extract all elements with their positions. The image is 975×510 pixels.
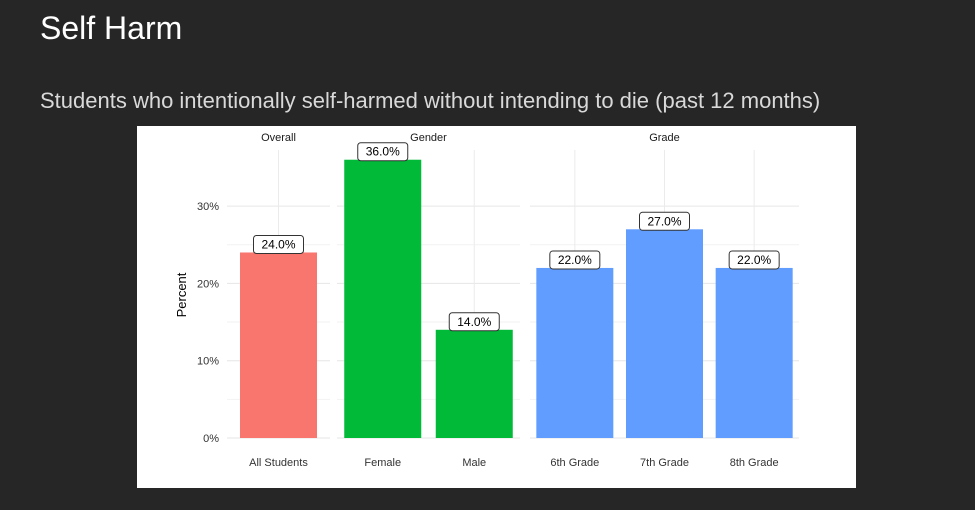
y-axis-title: Percent: [174, 272, 189, 317]
bar: [626, 229, 703, 438]
data-label: 22.0%: [558, 253, 592, 267]
facet-label: Gender: [410, 132, 447, 144]
x-tick-label: All Students: [249, 457, 308, 469]
x-tick-label: 7th Grade: [640, 457, 689, 469]
bar: [536, 267, 614, 438]
y-tick-label: 20%: [197, 278, 219, 290]
data-label-box: [639, 211, 690, 231]
data-label-box: [728, 250, 780, 270]
x-tick-label: Male: [462, 457, 486, 469]
data-label-box: [357, 142, 409, 162]
facet-label: Overall: [261, 132, 296, 144]
bar: [344, 159, 422, 438]
y-tick-label: 30%: [197, 201, 219, 213]
bar-chart: 0% 10% 20% 30% Percent Overall 24.0% All Studen…: [174, 132, 799, 469]
data-label-box: [549, 250, 601, 270]
x-tick-label: 6th Grade: [550, 457, 599, 469]
slide-title: Self Harm: [40, 10, 183, 46]
data-label-box: [448, 312, 500, 332]
data-label: 14.0%: [457, 315, 491, 329]
x-tick-label: 8th Grade: [730, 457, 779, 469]
facet-label: Grade: [649, 132, 680, 144]
y-tick-label: 0%: [203, 433, 219, 445]
bar: [435, 329, 513, 438]
x-tick-label: Female: [364, 457, 401, 469]
bar: [240, 252, 317, 438]
bar: [715, 267, 793, 438]
data-label: 36.0%: [366, 145, 400, 159]
data-label: 22.0%: [737, 253, 771, 267]
y-tick-label: 10%: [197, 356, 219, 368]
chart-panel: 0% 10% 20% 30% Percent Overall 24.0% All Studen…: [137, 126, 856, 488]
slide-subtitle: Students who intentionally self-harmed w…: [40, 88, 821, 113]
data-label-box: [253, 234, 304, 254]
data-label: 27.0%: [647, 214, 681, 228]
data-label: 24.0%: [261, 237, 295, 251]
